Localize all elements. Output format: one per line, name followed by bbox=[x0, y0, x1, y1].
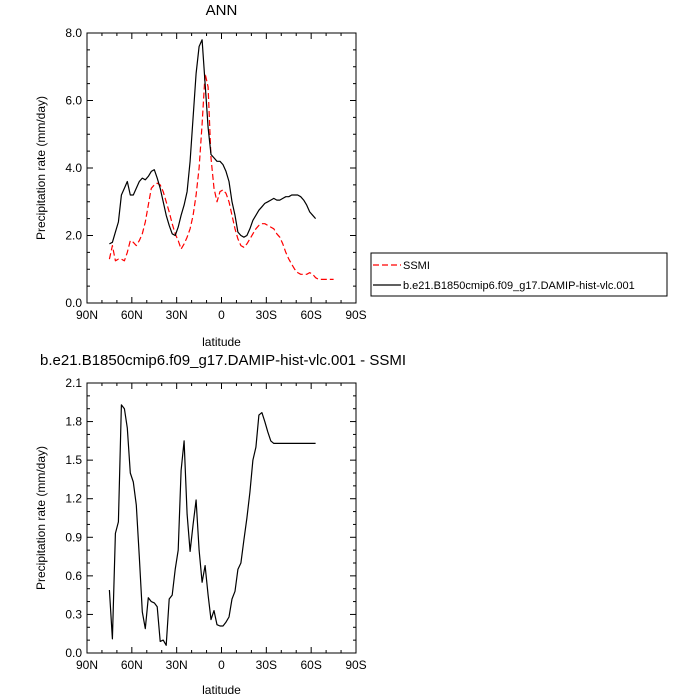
y-tick-label: 0.0 bbox=[65, 296, 82, 310]
y-tick-label: 1.2 bbox=[65, 492, 82, 506]
x-tick-label: 60N bbox=[121, 308, 143, 322]
chart-title: ANN bbox=[206, 2, 238, 19]
y-tick-label: 0.3 bbox=[65, 607, 82, 621]
y-tick-label: 6.0 bbox=[65, 94, 82, 108]
x-tick-label: 30S bbox=[256, 658, 277, 672]
series-line-ssmi bbox=[108, 72, 334, 280]
series-line-difference bbox=[108, 404, 316, 646]
difference-chart: b.e21.B1850cmip6.f09_g17.DAMIP-hist-vlc.… bbox=[34, 352, 406, 697]
series-line-b-e21-b1850cmip6-f09-g17-damip-hist-vlc-001 bbox=[109, 39, 317, 245]
x-tick-label: 0 bbox=[218, 658, 225, 672]
y-tick-label: 0.0 bbox=[65, 646, 82, 660]
plot-frame bbox=[86, 32, 357, 304]
x-axis-label: latitude bbox=[202, 683, 241, 697]
top-chart: ANN 90N 60N 30N 0 30S 60S 90S 0.0 2.0 4.0 6.0 8.0 lat… bbox=[34, 2, 367, 349]
y-tick-label: 2.1 bbox=[65, 376, 82, 390]
y-axis-label: Precipitation rate (mm/day) bbox=[34, 96, 48, 240]
y-axis-label: Precipitation rate (mm/day) bbox=[34, 446, 48, 590]
x-axis-label: latitude bbox=[202, 335, 241, 349]
y-tick-label: 1.5 bbox=[65, 453, 82, 467]
y-tick-label: 0.6 bbox=[65, 569, 82, 583]
legend-label: b.e21.B1850cmip6.f09_g17.DAMIP-hist-vlc.… bbox=[403, 280, 635, 292]
x-tick-label: 30N bbox=[166, 308, 188, 322]
x-tick-label: 90S bbox=[345, 658, 366, 672]
plot-frame bbox=[86, 382, 357, 654]
x-tick-label: 30S bbox=[256, 308, 277, 322]
legend-box bbox=[370, 252, 668, 297]
legend-label: SSMI bbox=[403, 260, 430, 272]
legend: SSMI b.e21.B1850cmip6.f09_g17.DAMIP-hist-… bbox=[370, 252, 668, 297]
y-tick-label: 1.8 bbox=[65, 415, 82, 429]
y-tick-label: 2.0 bbox=[65, 229, 82, 243]
x-tick-label: 60S bbox=[300, 308, 321, 322]
y-tick-label: 4.0 bbox=[65, 161, 82, 175]
x-tick-label: 0 bbox=[218, 308, 225, 322]
x-tick-label: 90N bbox=[76, 658, 98, 672]
x-tick-label: 60N bbox=[121, 658, 143, 672]
x-tick-label: 60S bbox=[300, 658, 321, 672]
x-tick-label: 90N bbox=[76, 308, 98, 322]
y-tick-label: 0.9 bbox=[65, 530, 82, 544]
x-tick-label: 90S bbox=[345, 308, 366, 322]
y-tick-label: 8.0 bbox=[65, 26, 82, 40]
x-tick-label: 30N bbox=[166, 658, 188, 672]
chart-title: b.e21.B1850cmip6.f09_g17.DAMIP-hist-vlc.… bbox=[40, 352, 406, 369]
